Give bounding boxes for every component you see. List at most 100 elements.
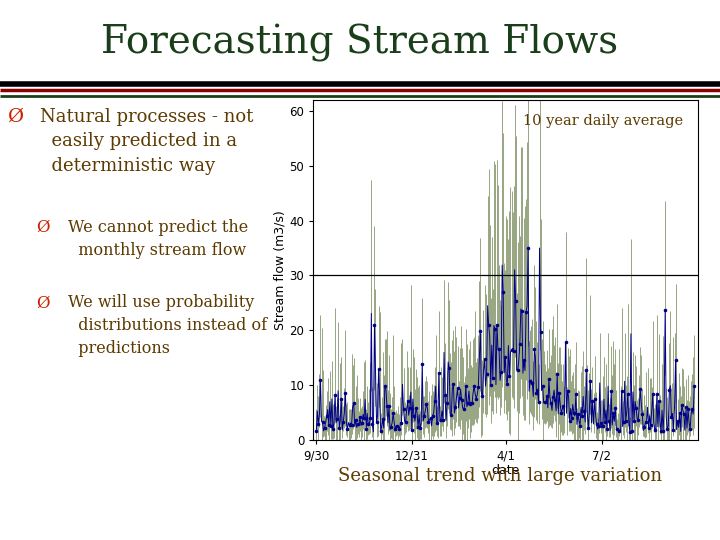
Point — [518, 356, 530, 364]
Text: Forecasting Stream Flows: Forecasting Stream Flows — [102, 24, 618, 62]
Point — [558, 401, 570, 410]
Point — [390, 425, 401, 434]
Point — [601, 424, 613, 433]
Point — [531, 389, 542, 397]
Point — [568, 409, 580, 417]
Point — [603, 416, 615, 425]
Point — [582, 423, 594, 432]
Point — [431, 418, 443, 427]
Point — [448, 380, 459, 388]
Point — [460, 381, 472, 390]
Point — [537, 381, 549, 390]
Point — [670, 356, 681, 364]
Point — [418, 411, 430, 420]
Point — [502, 380, 513, 388]
Point — [361, 425, 372, 434]
Point — [336, 395, 347, 403]
Point — [338, 417, 349, 426]
Point — [343, 421, 355, 430]
Point — [684, 425, 696, 434]
Point — [366, 420, 378, 429]
Point — [587, 396, 598, 405]
Point — [524, 377, 536, 386]
Point — [415, 424, 426, 433]
Point — [672, 417, 683, 426]
Point — [491, 320, 503, 329]
Point — [664, 386, 675, 394]
Point — [375, 427, 387, 435]
Point — [373, 365, 384, 374]
Point — [566, 414, 577, 422]
Point — [404, 404, 415, 413]
Point — [364, 414, 376, 422]
Point — [516, 307, 528, 316]
Point — [485, 380, 497, 389]
Point — [510, 296, 521, 305]
Point — [352, 419, 364, 428]
Point — [526, 379, 538, 388]
Point — [425, 414, 436, 423]
Point — [379, 381, 391, 390]
Point — [591, 420, 603, 429]
Text: Ø: Ø — [7, 108, 23, 126]
Point — [651, 390, 662, 399]
Point — [626, 427, 638, 435]
Point — [634, 385, 646, 394]
Point — [451, 384, 463, 393]
Point — [323, 421, 335, 430]
Point — [504, 372, 516, 380]
Point — [688, 382, 700, 390]
Point — [549, 396, 561, 405]
Point — [340, 389, 351, 397]
Point — [528, 345, 540, 354]
Point — [613, 427, 625, 435]
Point — [593, 422, 605, 430]
Point — [423, 418, 434, 427]
Point — [543, 374, 554, 383]
Point — [325, 421, 337, 430]
Text: Ø: Ø — [36, 219, 50, 235]
Point — [620, 416, 631, 425]
Point — [676, 400, 688, 409]
Point — [547, 393, 559, 401]
Point — [312, 420, 324, 428]
Point — [512, 366, 523, 375]
Point — [348, 399, 359, 407]
Point — [578, 407, 590, 415]
Point — [552, 370, 563, 379]
Point — [319, 423, 330, 432]
Point — [622, 389, 634, 398]
Point — [350, 416, 361, 424]
Point — [683, 405, 694, 414]
Point — [606, 387, 617, 396]
Point — [458, 405, 469, 414]
Point — [435, 415, 446, 424]
Point — [381, 401, 392, 410]
Point — [575, 421, 586, 430]
Point — [541, 392, 552, 400]
Point — [416, 360, 428, 369]
Point — [686, 405, 698, 414]
Point — [392, 422, 403, 430]
Point — [495, 368, 507, 376]
Point — [474, 326, 486, 335]
Point — [481, 369, 492, 378]
Point — [559, 338, 571, 347]
Point — [356, 419, 368, 428]
Point — [327, 424, 338, 433]
Point — [329, 391, 341, 400]
Point — [479, 355, 490, 364]
Point — [508, 347, 519, 355]
Point — [456, 396, 467, 404]
Point — [500, 353, 511, 361]
Point — [545, 399, 557, 408]
Point — [618, 417, 629, 426]
Point — [437, 415, 449, 424]
Point — [680, 403, 692, 411]
Point — [346, 420, 357, 429]
Point — [599, 417, 611, 426]
Text: Seasonal trend with large variation: Seasonal trend with large variation — [338, 467, 662, 485]
Point — [493, 345, 505, 354]
Point — [333, 424, 345, 433]
Point — [535, 327, 546, 336]
